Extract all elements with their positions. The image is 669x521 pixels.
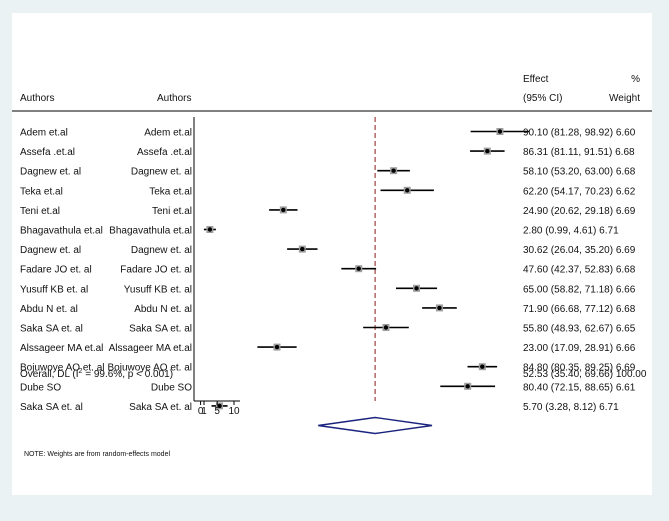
study-row: Saka SA et. al Saka SA et. al 55.80 (48.93… <box>20 324 636 335</box>
header-weight: Weight <box>609 93 640 104</box>
study-stats: 86.31 (81.11, 91.51) 6.68 <box>523 147 635 158</box>
point-estimate <box>485 148 490 154</box>
study-stats: 62.20 (54.17, 70.23) 6.62 <box>523 186 636 197</box>
study-label-left: Yusuff KB et. al <box>20 284 88 295</box>
point-estimate <box>391 168 396 173</box>
study-rows: Adem et.al Adem et.al 90.10 (81.28, 98.92)… <box>20 128 636 413</box>
study-label-mid: Assefa .et.al <box>137 147 192 158</box>
overall-diamond <box>318 416 433 435</box>
x-tick-label: 5 <box>214 406 220 417</box>
study-label-left: Assefa .et.al <box>20 147 75 158</box>
study-row: Adem et.al Adem et.al 90.10 (81.28, 98.92)… <box>20 128 636 139</box>
plot-area: Authors Authors Effect (95% CI) % Weight… <box>12 13 652 495</box>
study-row: Teni et.al Teni et.al 24.90 (20.62, 29.18)… <box>20 206 636 217</box>
point-estimate <box>281 207 286 213</box>
study-stats: 24.90 (20.62, 29.18) 6.69 <box>523 206 636 217</box>
x-tick-label: 1 <box>201 406 207 417</box>
study-row: Yusuff KB et. al Yusuff KB et. al 65.00 (5… <box>20 284 636 295</box>
study-label-left: Saka SA et. al <box>20 324 83 335</box>
footnote: NOTE: Weights are from random-effects mo… <box>24 451 170 458</box>
x-axis-ticks: 01 5 10 <box>198 401 240 417</box>
study-label-mid: Fadare JO et. al <box>120 265 192 276</box>
overall-label: Overall, DL (I2 = 99.6%, p < 0.001) <box>20 368 173 380</box>
overall-label-sup: 2 <box>79 368 83 375</box>
study-label-left: Bojuwoye AO et. al <box>20 363 105 374</box>
study-row: Assefa .et.al Assefa .et.al 86.31 (81.11, … <box>20 147 635 158</box>
overall-row: Overall, DL (I2 = 99.6%, p < 0.001) 52.5… <box>20 368 647 435</box>
study-stats: 71.90 (66.68, 77.12) 6.68 <box>523 304 636 315</box>
study-row: Saka SA et. al Saka SA et. al 5.70 (3.28, … <box>20 402 619 413</box>
forest-plot: Authors Authors Effect (95% CI) % Weight… <box>12 74 652 458</box>
study-row: Teka et.al Teka et.al 62.20 (54.17, 70.23)… <box>20 186 636 197</box>
study-row: Abdu N et. al Abdu N et. al 71.90 (66.68, … <box>20 304 636 315</box>
study-label-mid: Dube SO <box>151 382 192 393</box>
study-label-mid: Adem et.al <box>144 128 192 139</box>
point-estimate <box>405 188 410 193</box>
study-stats: 58.10 (53.20, 63.00) 6.68 <box>523 167 636 178</box>
study-label-mid: Saka SA et. al <box>129 324 192 335</box>
study-label-mid: Teni et.al <box>152 206 192 217</box>
study-row: Bojuwoye AO et. al Bojuwoye AO et. al 84.8… <box>20 363 636 374</box>
point-estimate <box>217 403 222 409</box>
study-row: Dube SO Dube SO 80.40 (72.15, 88.65) 6.61 <box>20 382 636 393</box>
point-estimate <box>437 305 442 311</box>
x-tick-label: 0 <box>198 406 204 417</box>
header-pct: % <box>631 74 640 85</box>
study-label-mid: Dagnew et. al <box>131 245 192 256</box>
study-label-mid: Yusuff KB et. al <box>124 284 192 295</box>
header-authors-left: Authors <box>20 93 54 104</box>
study-label-left: Saka SA et. al <box>20 402 83 413</box>
study-label-left: Bhagavathula et.al <box>20 226 103 237</box>
study-label-mid: Dagnew et. al <box>131 167 192 178</box>
point-estimate <box>497 129 503 134</box>
point-estimate <box>465 384 470 389</box>
study-label-mid: Teka et.al <box>149 186 192 197</box>
study-stats: 2.80 (0.99, 4.61) 6.71 <box>523 226 619 237</box>
study-label-mid: Bojuwoye AO et. al <box>108 363 193 374</box>
x-tick-label: 10 <box>228 406 240 417</box>
study-label-mid: Bhagavathula et.al <box>109 226 192 237</box>
point-estimate <box>300 246 305 252</box>
study-stats: 47.60 (42.37, 52.83) 6.68 <box>523 265 636 276</box>
study-label-left: Teka et.al <box>20 186 63 197</box>
study-stats: 55.80 (48.93, 62.67) 6.65 <box>523 324 636 335</box>
header-ci: (95% CI) <box>523 93 562 104</box>
point-estimate <box>383 325 389 330</box>
study-label-left: Teni et.al <box>20 206 60 217</box>
study-stats: 5.70 (3.28, 8.12) 6.71 <box>523 402 619 413</box>
study-stats: 65.00 (58.82, 71.18) 6.66 <box>523 284 636 295</box>
study-label-left: Alssageer MA et.al <box>20 343 103 354</box>
header-authors-mid: Authors <box>157 93 191 104</box>
study-stats: 90.10 (81.28, 98.92) 6.60 <box>523 128 636 139</box>
study-row: Bhagavathula et.al Bhagavathula et.al 2.80… <box>20 226 619 237</box>
study-row: Alssageer MA et.al Alssageer MA et.al 23.0… <box>20 343 636 354</box>
study-stats: 84.80 (80.35, 89.25) 6.69 <box>523 363 636 374</box>
study-label-left: Dagnew et. al <box>20 245 81 256</box>
header-effect: Effect <box>523 74 549 85</box>
study-stats: 30.62 (26.04, 35.20) 6.69 <box>523 245 636 256</box>
study-row: Fadare JO et. al Fadare JO et. al 47.60 (4… <box>20 265 636 276</box>
study-row: Dagnew et. al Dagnew et. al 58.10 (53.20, … <box>20 167 636 178</box>
study-label-left: Dube SO <box>20 382 61 393</box>
study-label-mid: Abdu N et. al <box>134 304 192 315</box>
point-estimate <box>207 227 213 232</box>
study-label-mid: Alssageer MA et.al <box>109 343 192 354</box>
study-stats: 80.40 (72.15, 88.65) 6.61 <box>523 382 636 393</box>
study-label-mid: Saka SA et. al <box>129 402 192 413</box>
study-stats: 23.00 (17.09, 28.91) 6.66 <box>523 343 636 354</box>
study-label-left: Abdu N et. al <box>20 304 78 315</box>
point-estimate <box>274 344 280 350</box>
study-row: Dagnew et. al Dagnew et. al 30.62 (26.04, … <box>20 245 636 256</box>
point-estimate <box>414 286 419 291</box>
point-estimate <box>356 266 361 271</box>
study-label-left: Fadare JO et. al <box>20 265 92 276</box>
point-estimate <box>480 364 485 369</box>
overall-stats: 52.53 (35.40, 69.66) 100.00 <box>523 369 647 380</box>
study-label-left: Dagnew et. al <box>20 167 81 178</box>
study-label-left: Adem et.al <box>20 128 68 139</box>
